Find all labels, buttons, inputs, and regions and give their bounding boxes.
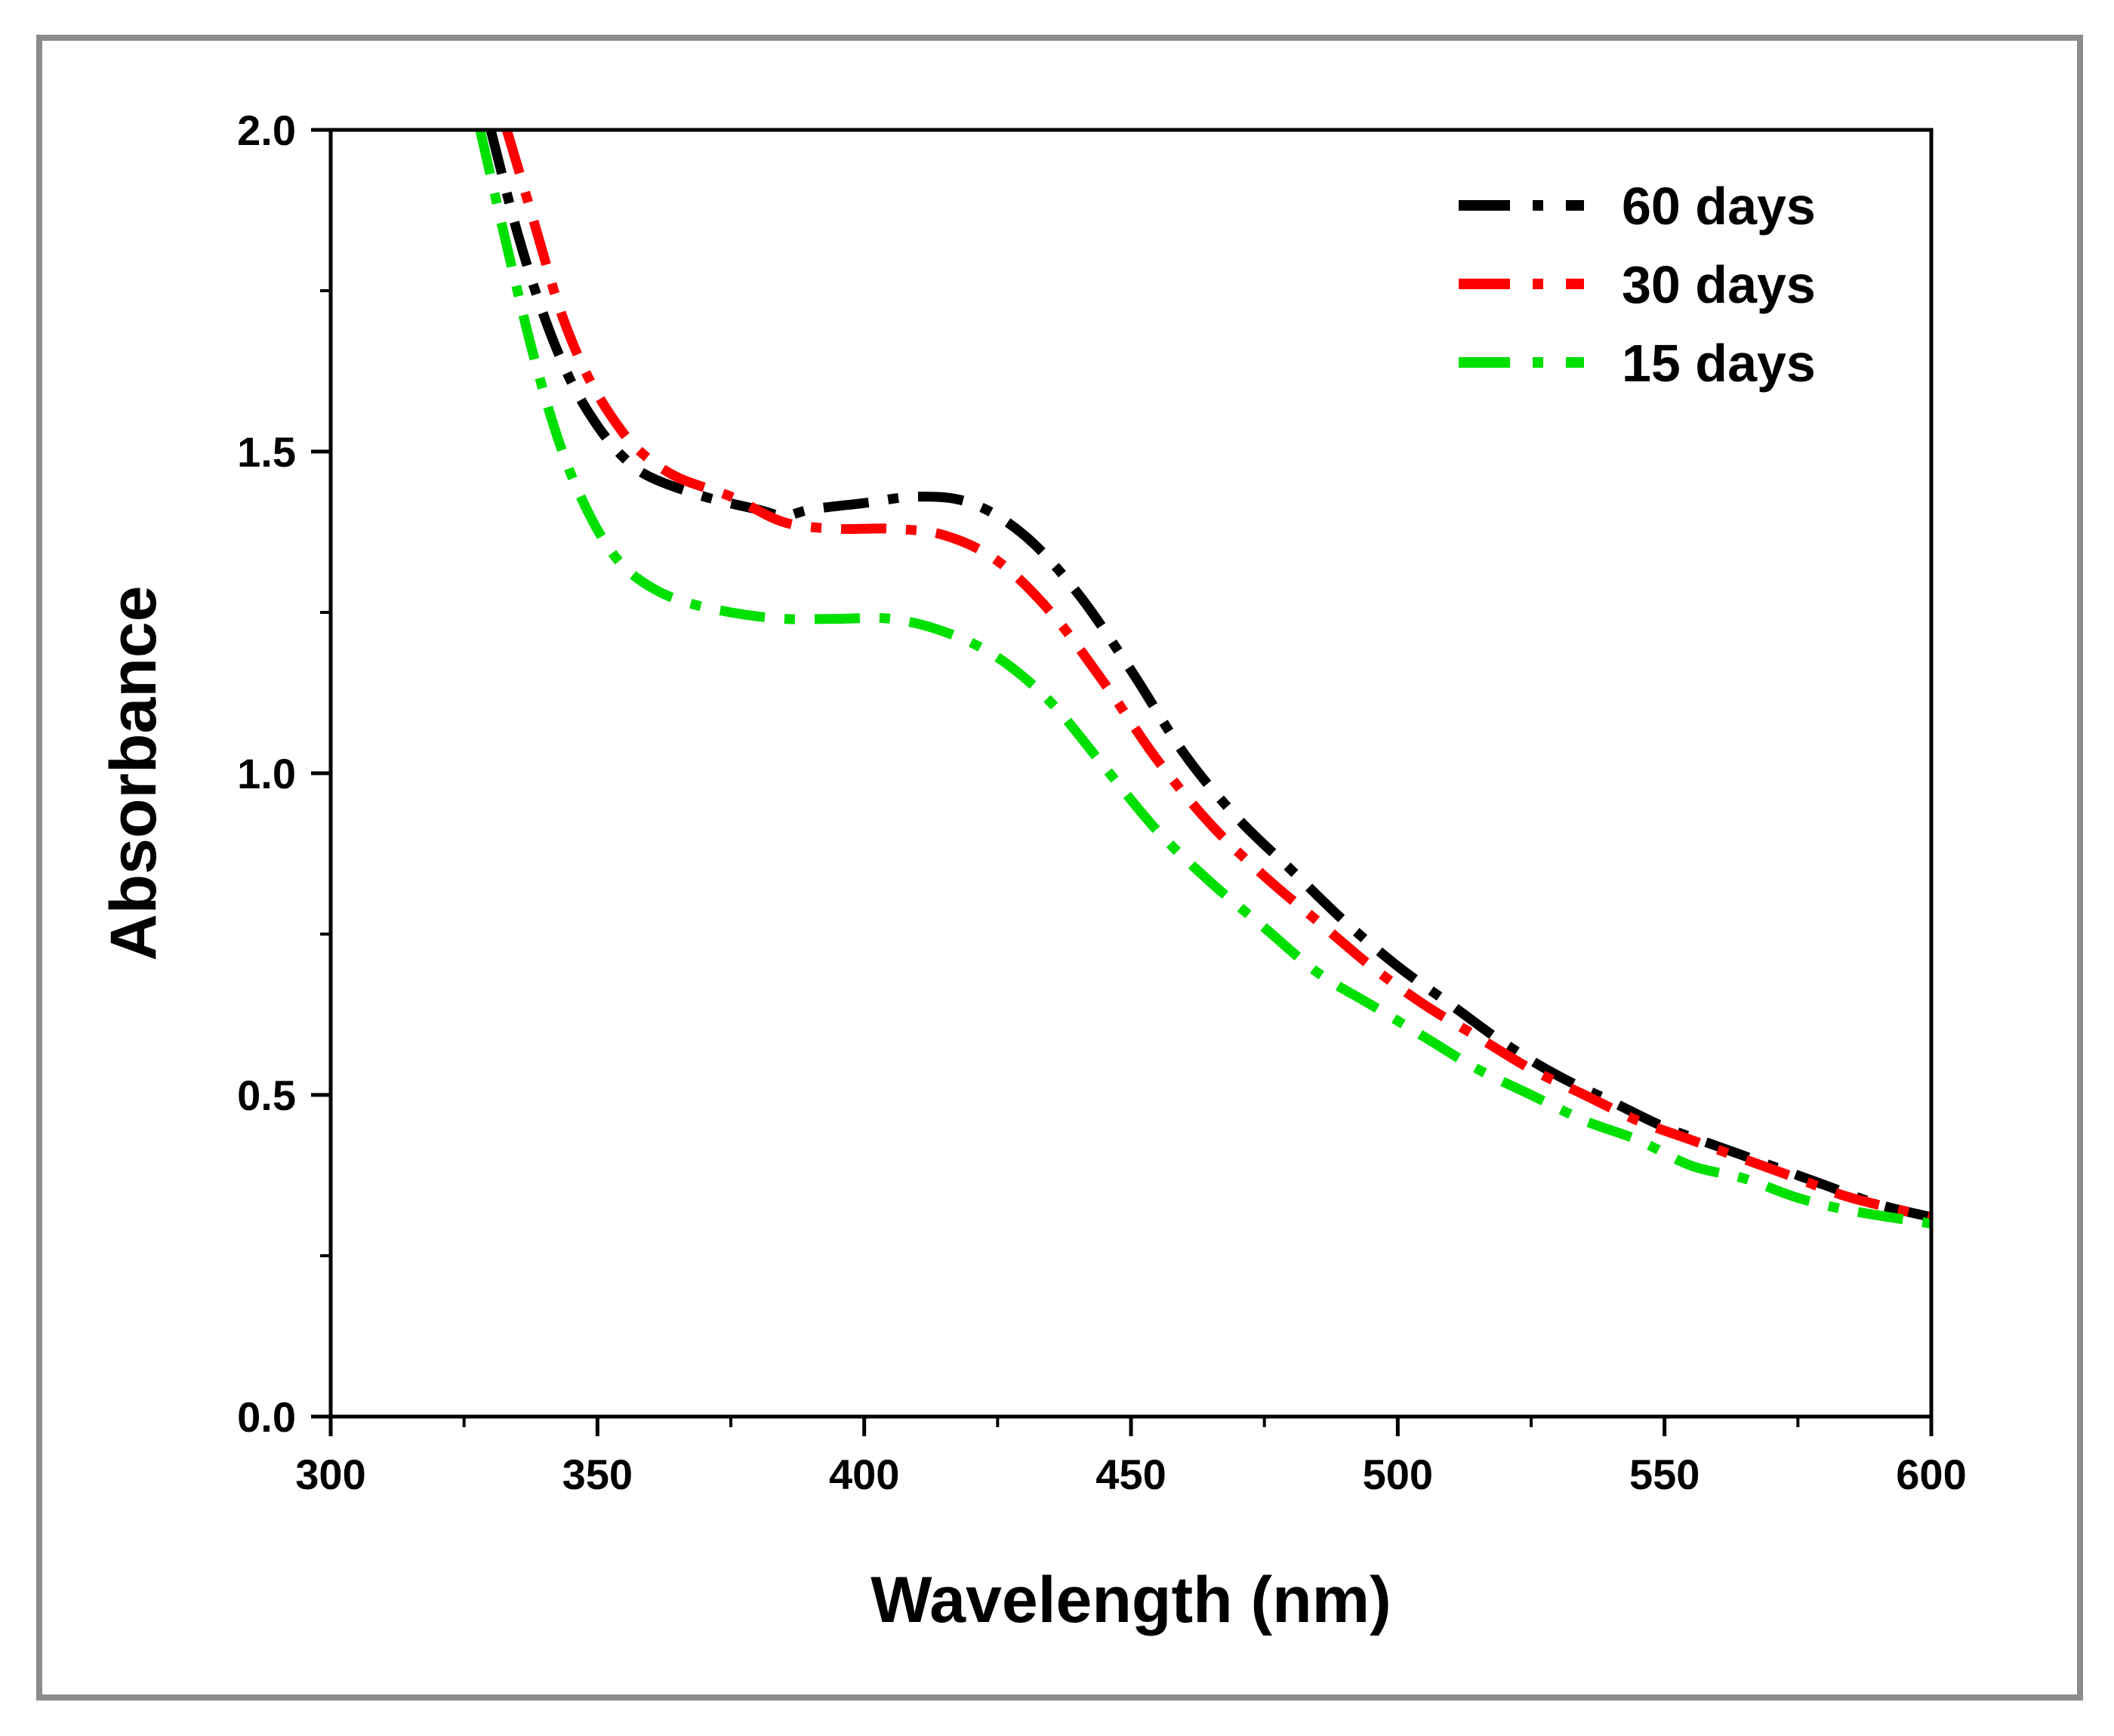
x-tick-label: 450 <box>1096 1451 1166 1498</box>
y-tick-label: 1.5 <box>237 428 296 476</box>
x-tick-label: 300 <box>295 1451 365 1498</box>
series-line-15-days <box>475 130 1931 1229</box>
legend-label: 60 days <box>1622 177 1816 236</box>
legend-label: 30 days <box>1622 255 1816 314</box>
x-tick-label: 350 <box>562 1451 633 1498</box>
series-line-60-days <box>485 130 1931 1223</box>
figure-frame <box>36 35 2083 1701</box>
y-tick-label: 2.0 <box>237 106 296 154</box>
legend-label: 15 days <box>1622 334 1816 393</box>
y-tick-label: 1.0 <box>237 750 296 797</box>
legend: 60 days 30 days 15 days <box>1459 177 1816 393</box>
y-tick-label: 0.0 <box>237 1393 296 1441</box>
x-tick-label: 500 <box>1363 1451 1433 1498</box>
series-line-30-days <box>501 130 1931 1223</box>
plot-frame <box>328 128 1934 1419</box>
x-tick-label: 600 <box>1896 1451 1966 1498</box>
x-tick-label: 400 <box>829 1451 899 1498</box>
y-axis-title: Absorbance <box>97 585 170 961</box>
x-tick-label: 550 <box>1629 1451 1700 1498</box>
x-axis-title: Wavelength (nm) <box>871 1564 1391 1636</box>
y-tick-label: 0.5 <box>237 1072 296 1119</box>
